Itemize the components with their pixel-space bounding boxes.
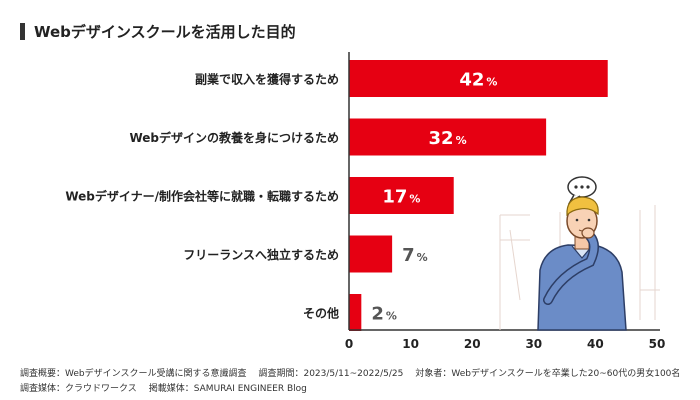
data-label-3: 17%: [382, 187, 420, 208]
pub-value: SAMURAI ENGINEER Blog: [193, 384, 307, 394]
pub-label: 掲載媒体：: [148, 384, 194, 394]
category-label-2: Webデザインの教養を身につけるため: [129, 130, 339, 145]
survey-label: 調査概要：: [20, 369, 66, 379]
footnote-survey-line: 調査概要：Webデザインスクール受講に関する意識調査 調査期間：2023/5/11…: [20, 366, 680, 379]
x-tick-label-3: 20: [464, 337, 481, 351]
bar-3: [349, 177, 454, 214]
survey-value: Webデザインスクール受講に関する意識調査: [65, 369, 247, 379]
media-value: クラウドワークス: [65, 384, 137, 394]
title-accent-bar: [20, 23, 25, 40]
chart-title: Webデザインスクールを活用した目的: [34, 23, 296, 41]
x-tick-label-4: 30: [525, 337, 542, 351]
data-label-4: 7%: [402, 245, 428, 266]
period-label: 調査期間：: [258, 369, 304, 379]
x-tick-label-2: 10: [402, 337, 419, 351]
category-label-3: Webデザイナー/制作会社等に就職・転職するため: [65, 189, 339, 204]
data-label-5: 2%: [371, 304, 397, 325]
thinking-man-icon: [499, 176, 660, 331]
footnote-media-line: 調査媒体：クラウドワークス 掲載媒体：SAMURAI ENGINEER Blog: [20, 381, 307, 394]
category-label-4: フリーランスへ独立するため: [183, 247, 339, 262]
x-tick-label-6: 50: [649, 337, 666, 351]
target-value: Webデザインスクールを卒業した20~60代の男女100名: [451, 369, 681, 379]
media-label: 調査媒体：: [20, 384, 66, 394]
bar-4: [349, 235, 393, 273]
x-tick-label-1: 0: [345, 337, 353, 351]
data-label-1: 42%: [459, 70, 497, 91]
bar-2: [349, 118, 547, 156]
period-value: 2023/5/11~2022/5/25: [303, 369, 404, 379]
bar-5: [349, 294, 362, 331]
data-label-2: 32%: [429, 128, 467, 149]
category-label-1: 副業で収入を獲得するため: [195, 72, 339, 87]
category-label-5: その他: [303, 306, 339, 321]
bar-1: [349, 60, 608, 97]
target-label: 対象者：: [415, 369, 452, 379]
x-tick-label-5: 40: [587, 337, 604, 351]
